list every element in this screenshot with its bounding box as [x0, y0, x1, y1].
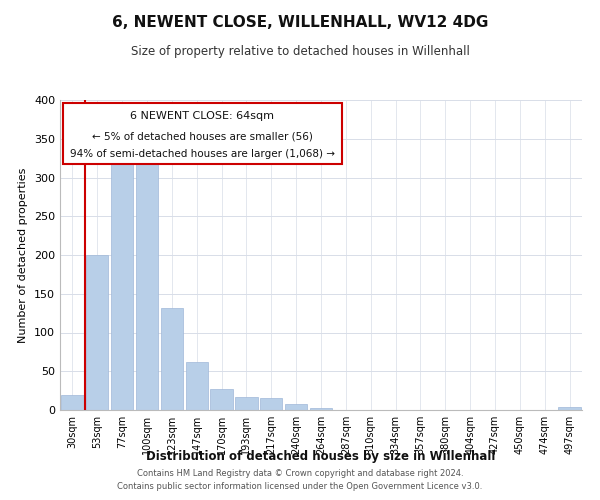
- Bar: [161, 308, 183, 410]
- Text: Contains public sector information licensed under the Open Government Licence v3: Contains public sector information licen…: [118, 482, 482, 491]
- Bar: [559, 407, 581, 410]
- Bar: [185, 362, 208, 410]
- FancyBboxPatch shape: [62, 103, 342, 164]
- Bar: [86, 255, 109, 410]
- Text: ← 5% of detached houses are smaller (56): ← 5% of detached houses are smaller (56): [92, 132, 313, 141]
- Bar: [235, 397, 257, 410]
- Y-axis label: Number of detached properties: Number of detached properties: [19, 168, 28, 342]
- Text: Distribution of detached houses by size in Willenhall: Distribution of detached houses by size …: [146, 450, 496, 463]
- Text: Contains HM Land Registry data © Crown copyright and database right 2024.: Contains HM Land Registry data © Crown c…: [137, 468, 463, 477]
- Bar: [310, 408, 332, 410]
- Bar: [111, 154, 133, 410]
- Text: 6 NEWENT CLOSE: 64sqm: 6 NEWENT CLOSE: 64sqm: [130, 112, 274, 122]
- Text: 6, NEWENT CLOSE, WILLENHALL, WV12 4DG: 6, NEWENT CLOSE, WILLENHALL, WV12 4DG: [112, 15, 488, 30]
- Bar: [136, 154, 158, 410]
- Bar: [285, 404, 307, 410]
- Text: Size of property relative to detached houses in Willenhall: Size of property relative to detached ho…: [131, 45, 469, 58]
- Bar: [61, 394, 83, 410]
- Bar: [211, 389, 233, 410]
- Text: 94% of semi-detached houses are larger (1,068) →: 94% of semi-detached houses are larger (…: [70, 150, 335, 160]
- Bar: [260, 398, 283, 410]
